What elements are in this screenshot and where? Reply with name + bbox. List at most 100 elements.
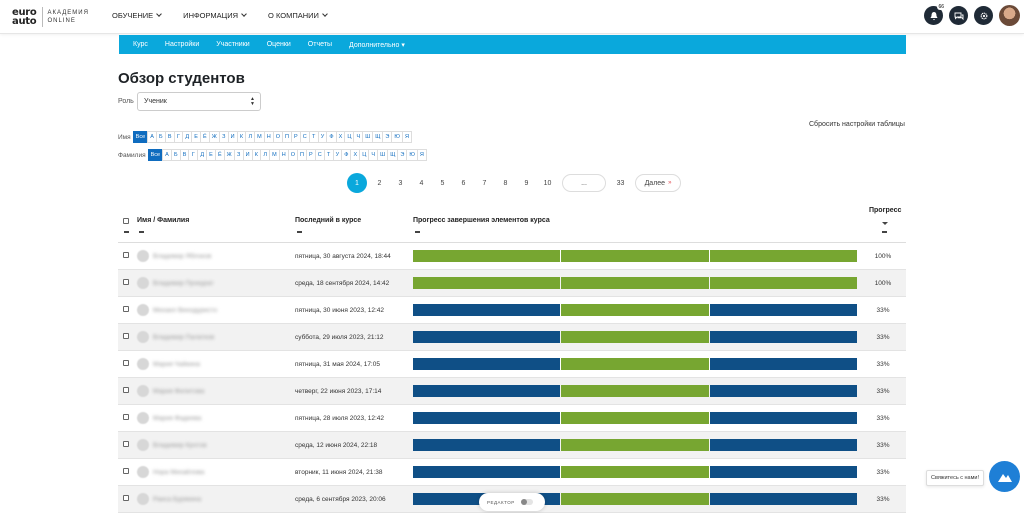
subnav-settings[interactable]: Настройки xyxy=(164,41,200,48)
row-checkbox[interactable] xyxy=(123,495,129,501)
last-name-letter[interactable]: Я xyxy=(416,149,427,161)
activity-complete-segment[interactable] xyxy=(709,277,857,289)
page-link[interactable]: 4 xyxy=(419,179,424,187)
column-collapse-icon[interactable] xyxy=(124,231,129,233)
activity-incomplete-segment[interactable] xyxy=(709,304,857,316)
messages-button[interactable] xyxy=(949,6,968,25)
notifications-button[interactable]: 66 xyxy=(924,4,945,25)
activity-complete-segment[interactable] xyxy=(561,331,709,343)
page-link[interactable]: 9 xyxy=(524,179,529,187)
row-checkbox[interactable] xyxy=(123,360,129,366)
activity-incomplete-segment[interactable] xyxy=(709,331,857,343)
activity-incomplete-segment[interactable] xyxy=(709,385,857,397)
first-name-letter[interactable]: Все xyxy=(132,131,149,143)
toggle-switch[interactable] xyxy=(520,499,533,505)
student-name[interactable]: Владимир Прокурат xyxy=(137,277,214,289)
user-avatar[interactable] xyxy=(999,5,1020,26)
activity-incomplete-segment[interactable] xyxy=(709,493,857,505)
column-collapse-icon[interactable] xyxy=(297,231,302,233)
page-link[interactable]: 8 xyxy=(503,179,508,187)
activity-incomplete-segment[interactable] xyxy=(413,304,561,316)
nav-item-about-company[interactable]: О КОМПАНИИ xyxy=(268,11,328,20)
student-name[interactable]: Михаил Винодуристо xyxy=(137,304,217,316)
activity-complete-segment[interactable] xyxy=(561,277,709,289)
page-link[interactable]: 2 xyxy=(377,179,382,187)
activity-complete-segment[interactable] xyxy=(413,250,561,262)
row-checkbox[interactable] xyxy=(123,441,129,447)
reset-table-link[interactable]: Сбросить настройки таблицы xyxy=(809,121,905,128)
activity-incomplete-segment[interactable] xyxy=(413,466,561,478)
subnav-reports[interactable]: Отчеты xyxy=(307,41,332,48)
row-checkbox[interactable] xyxy=(123,252,129,258)
activity-incomplete-segment[interactable] xyxy=(413,331,561,343)
first-name-letter[interactable]: Я xyxy=(401,131,412,143)
page-link-last[interactable]: 33 xyxy=(616,179,625,187)
student-name[interactable]: Мария Фадеева xyxy=(137,412,201,424)
row-checkbox[interactable] xyxy=(123,279,129,285)
activity-incomplete-segment[interactable] xyxy=(413,439,561,451)
row-checkbox[interactable] xyxy=(123,387,129,393)
nav-item-learning[interactable]: ОБУЧЕНИЕ xyxy=(112,11,163,20)
column-collapse-icon[interactable] xyxy=(882,231,887,233)
student-name[interactable]: Владимир Палатков xyxy=(137,331,214,343)
header-last-access[interactable]: Последний в курсе xyxy=(295,217,362,224)
activity-complete-segment[interactable] xyxy=(709,250,857,262)
student-name[interactable]: Раиса Бурякина xyxy=(137,493,201,505)
nav-item-information[interactable]: ИНФОРМАЦИЯ xyxy=(183,11,247,20)
header-progress[interactable]: Прогресс xyxy=(869,207,902,214)
subnav-more[interactable]: Дополнительно ▾ xyxy=(349,41,405,49)
student-name[interactable]: Мария Филитова xyxy=(137,385,204,397)
activity-complete-segment[interactable] xyxy=(561,304,709,316)
activity-complete-segment[interactable] xyxy=(561,493,709,505)
last-access-date: пятница, 28 июля 2023, 12:42 xyxy=(295,415,385,422)
activity-complete-segment[interactable] xyxy=(561,466,709,478)
next-page-button[interactable]: Далее» xyxy=(635,174,681,192)
activity-incomplete-segment[interactable] xyxy=(709,412,857,424)
row-checkbox[interactable] xyxy=(123,414,129,420)
activity-complete-segment[interactable] xyxy=(413,277,561,289)
activity-incomplete-segment[interactable] xyxy=(413,412,561,424)
activity-complete-segment[interactable] xyxy=(561,385,709,397)
row-checkbox[interactable] xyxy=(123,333,129,339)
row-checkbox[interactable] xyxy=(123,306,129,312)
activity-incomplete-segment[interactable] xyxy=(709,358,857,370)
activity-complete-segment[interactable] xyxy=(561,412,709,424)
page-link[interactable]: 7 xyxy=(482,179,487,187)
logo-text: АКАДЕМИЯ ONLINE xyxy=(48,9,89,25)
page-link[interactable]: 10 xyxy=(543,179,552,187)
progress-percent: 100% xyxy=(874,253,892,260)
activity-incomplete-segment[interactable] xyxy=(709,439,857,451)
row-checkbox[interactable] xyxy=(123,468,129,474)
subnav-participants[interactable]: Участники xyxy=(216,41,250,48)
contact-us-button[interactable] xyxy=(989,461,1020,492)
last-name-filter: Фамилия Все А Б В Г Д Е Ё Ж З И К Л М Н О П Р С Т У Ф Х Ц Ч Ш Щ Э Ю Я xyxy=(118,149,427,161)
last-name-letter[interactable]: Все xyxy=(147,149,164,161)
subnav-grades[interactable]: Оценки xyxy=(266,41,291,48)
activity-incomplete-segment[interactable] xyxy=(413,385,561,397)
student-name[interactable]: Нора Михайлова xyxy=(137,466,204,478)
column-collapse-icon[interactable] xyxy=(139,231,144,233)
student-name[interactable]: Владимир Кротов xyxy=(137,439,207,451)
activity-incomplete-segment[interactable] xyxy=(709,466,857,478)
page-link[interactable]: 5 xyxy=(440,179,445,187)
header-name[interactable]: Имя / Фамилия xyxy=(137,217,190,224)
settings-button[interactable] xyxy=(974,6,993,25)
activity-complete-segment[interactable] xyxy=(561,358,709,370)
page-ellipsis[interactable]: ... xyxy=(562,174,606,192)
select-all-checkbox[interactable] xyxy=(123,218,129,224)
page-link[interactable]: 6 xyxy=(461,179,466,187)
activity-complete-segment[interactable] xyxy=(561,250,709,262)
page-link[interactable]: 3 xyxy=(398,179,403,187)
student-name[interactable]: Мария Чайкина xyxy=(137,358,200,370)
activity-complete-segment[interactable] xyxy=(561,439,709,451)
header-progress-bar[interactable]: Прогресс завершения элементов курса xyxy=(413,217,550,224)
activity-incomplete-segment[interactable] xyxy=(413,358,561,370)
subnav-course[interactable]: Курс xyxy=(133,41,148,48)
sort-desc-icon[interactable] xyxy=(882,222,888,225)
student-name[interactable]: Владимир Яблоков xyxy=(137,250,211,262)
role-select[interactable]: Ученик ▲ ▼ xyxy=(137,92,261,111)
brand-logo[interactable]: euro auto АКАДЕМИЯ ONLINE xyxy=(12,6,89,28)
page-link[interactable]: 1 xyxy=(347,173,367,193)
column-collapse-icon[interactable] xyxy=(415,231,420,233)
editor-toggle[interactable]: РЕДАКТОР xyxy=(479,493,545,511)
